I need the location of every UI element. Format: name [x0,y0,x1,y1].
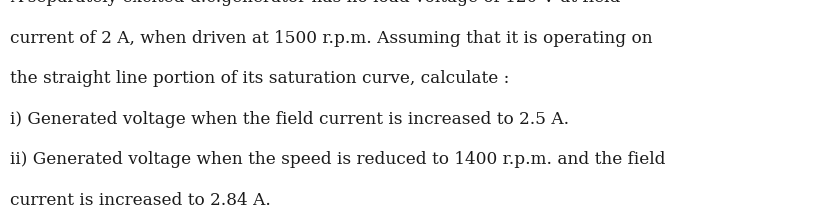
Text: A separately excited d.c.generator has no load voltage of 120 V at field: A separately excited d.c.generator has n… [10,0,620,6]
Text: the straight line portion of its saturation curve, calculate :: the straight line portion of its saturat… [10,70,509,87]
Text: i) Generated voltage when the field current is increased to 2.5 A.: i) Generated voltage when the field curr… [10,111,569,128]
Text: current is increased to 2.84 A.: current is increased to 2.84 A. [10,192,270,209]
Text: current of 2 A, when driven at 1500 r.p.m. Assuming that it is operating on: current of 2 A, when driven at 1500 r.p.… [10,30,653,47]
Text: ii) Generated voltage when the speed is reduced to 1400 r.p.m. and the field: ii) Generated voltage when the speed is … [10,151,666,168]
